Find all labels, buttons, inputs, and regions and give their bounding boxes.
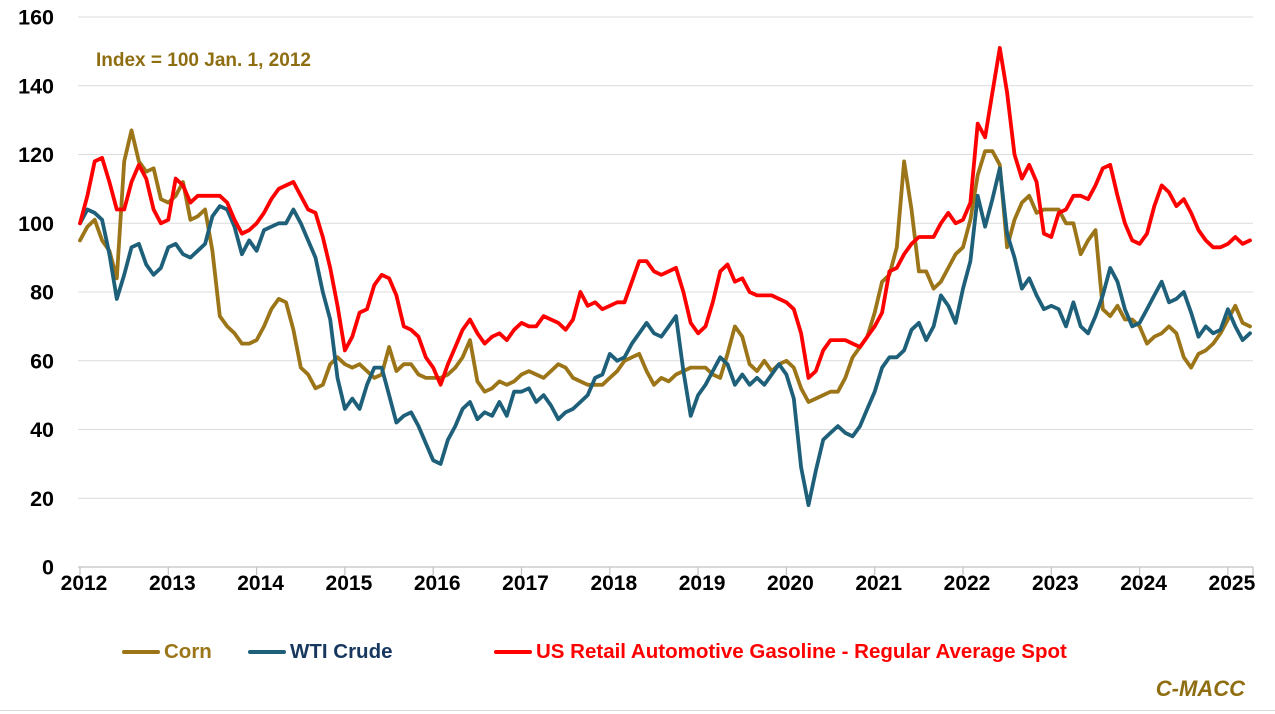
wti-line-swatch-icon	[248, 650, 286, 654]
y-axis-label-120: 120	[18, 143, 54, 167]
series-line-us-retail-automotive-gasoline-regular-average-spot	[78, 46, 1252, 387]
legend-item-corn: Corn	[122, 638, 212, 666]
y-axis-label-20: 20	[30, 487, 54, 511]
x-axis-label-2015: 2015	[326, 572, 373, 595]
bottom-divider	[0, 710, 1275, 711]
y-axis-label-160: 160	[18, 6, 54, 30]
y-axis-label-60: 60	[30, 349, 54, 373]
x-axis-label-2012: 2012	[61, 572, 108, 595]
x-axis-label-2024: 2024	[1120, 572, 1167, 595]
series-line-corn	[78, 128, 1252, 404]
legend: Corn WTI Crude US Retail Automotive Gaso…	[0, 638, 1275, 668]
index-base-annotation: Index = 100 Jan. 1, 2012	[96, 50, 311, 71]
series-line-wti-crude	[78, 166, 1252, 507]
legend-label-wti-crude: WTI Crude	[290, 640, 393, 663]
x-axis-label-2017: 2017	[502, 572, 549, 595]
gasoline-line-swatch-icon	[494, 650, 532, 654]
y-axis-label-80: 80	[30, 281, 54, 305]
corn-line-swatch-icon	[122, 650, 160, 654]
x-axis-label-2025: 2025	[1209, 572, 1256, 595]
x-axis-label-2019: 2019	[679, 572, 726, 595]
x-axis-label-2021: 2021	[855, 572, 902, 595]
x-axis-label-2022: 2022	[944, 572, 991, 595]
y-axis-label-100: 100	[18, 212, 54, 236]
legend-item-gasoline: US Retail Automotive Gasoline - Regular …	[494, 638, 1067, 666]
cmacc-watermark: C-MACC	[1155, 676, 1245, 701]
legend-label-corn: Corn	[164, 640, 212, 663]
legend-label-gasoline: US Retail Automotive Gasoline - Regular …	[536, 640, 1067, 663]
x-axis-label-2016: 2016	[414, 572, 461, 595]
y-axis-label-40: 40	[30, 418, 54, 442]
x-axis-label-2023: 2023	[1032, 572, 1079, 595]
x-axis-label-2014: 2014	[237, 572, 284, 595]
y-axis-label-140: 140	[18, 74, 54, 98]
x-axis-label-2013: 2013	[149, 572, 196, 595]
x-axis-label-2018: 2018	[590, 572, 637, 595]
y-axis-label-0: 0	[42, 556, 54, 580]
legend-item-wti-crude: WTI Crude	[248, 638, 393, 666]
x-axis-label-2020: 2020	[767, 572, 814, 595]
